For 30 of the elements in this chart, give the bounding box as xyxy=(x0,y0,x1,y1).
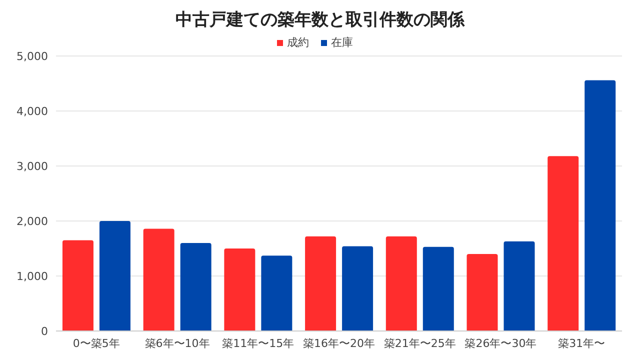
x-tick-label: 築26年〜30年 xyxy=(464,336,537,350)
bar xyxy=(584,80,616,331)
bar xyxy=(99,221,130,331)
bar xyxy=(342,246,374,331)
y-tick-label: 0 xyxy=(41,324,48,338)
bar xyxy=(548,156,579,331)
bar xyxy=(504,241,535,331)
x-tick-label: 築31年〜 xyxy=(558,336,606,350)
chart-title: 中古戸建ての築年数と取引件数の関係 xyxy=(174,9,466,31)
bar xyxy=(224,248,256,331)
bar xyxy=(422,246,454,331)
bar xyxy=(62,240,94,331)
bar xyxy=(466,254,498,331)
bar xyxy=(305,236,336,331)
bar xyxy=(386,236,417,331)
y-tick-label: 1,000 xyxy=(16,270,48,283)
x-tick-label: 0〜築5年 xyxy=(72,336,120,350)
x-tick-label: 築16年〜20年 xyxy=(303,336,375,350)
y-tick-label: 3,000 xyxy=(16,160,48,173)
bar xyxy=(261,256,292,331)
x-tick-label: 築11年〜15年 xyxy=(222,336,294,350)
legend-label: 在庫 xyxy=(330,35,353,50)
bar xyxy=(143,228,174,331)
y-tick-label: 5,000 xyxy=(16,50,48,63)
legend-label: 成約 xyxy=(286,35,309,50)
bar xyxy=(180,243,212,331)
x-tick-label: 築6年〜10年 xyxy=(144,336,210,350)
x-tick-label: 築21年〜25年 xyxy=(384,336,456,350)
y-tick-label: 2,000 xyxy=(16,214,48,228)
y-tick-label: 4,000 xyxy=(16,104,48,118)
